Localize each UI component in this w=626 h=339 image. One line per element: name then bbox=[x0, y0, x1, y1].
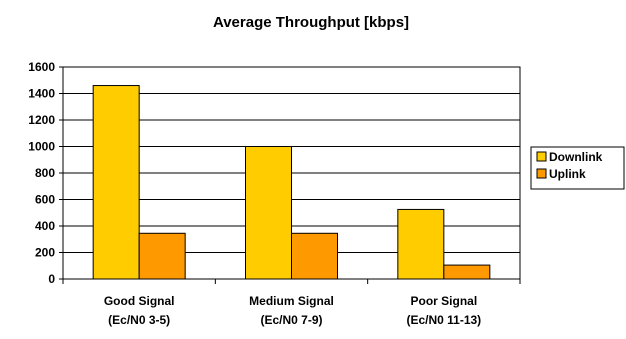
x-axis-categories: Good Signal (Ec/N0 3-5) Medium Signal (Ec/N… bbox=[104, 294, 481, 327]
y-axis-ticks: 0 200 400 600 800 1000 1200 1400 1600 bbox=[28, 60, 63, 286]
legend-label-downlink: Downlink bbox=[549, 150, 603, 164]
y-tick-label: 200 bbox=[35, 246, 55, 260]
legend: Downlink Uplink bbox=[530, 146, 625, 190]
y-tick-label: 600 bbox=[35, 193, 55, 207]
bar-uplink bbox=[443, 264, 491, 280]
y-tick-label: 800 bbox=[35, 166, 55, 180]
y-tick-label: 0 bbox=[48, 272, 55, 286]
legend-label-uplink: Uplink bbox=[549, 167, 586, 181]
y-tick-label: 1000 bbox=[28, 140, 55, 154]
axes bbox=[62, 66, 521, 284]
chart-title: Average Throughput [kbps] bbox=[213, 14, 409, 31]
plot-border bbox=[62, 66, 521, 280]
bar-downlink bbox=[397, 208, 445, 280]
y-tick-label: 400 bbox=[35, 219, 55, 233]
y-tick-label: 1600 bbox=[28, 60, 55, 74]
legend-swatch-uplink bbox=[536, 168, 547, 179]
bar-uplink bbox=[291, 232, 338, 280]
y-tick-label: 1200 bbox=[28, 113, 55, 127]
legend-box bbox=[530, 146, 625, 190]
legend-swatch-downlink bbox=[536, 151, 547, 162]
x-category-label: Good Signal bbox=[104, 294, 175, 308]
bar-downlink bbox=[245, 146, 292, 280]
bar-uplink bbox=[138, 232, 186, 280]
x-category-label: Medium Signal bbox=[249, 294, 334, 308]
x-category-label: (Ec/N0 11-13) bbox=[406, 313, 481, 327]
x-category-label: Poor Signal bbox=[410, 294, 477, 308]
x-category-label: (Ec/N0 3-5) bbox=[108, 313, 170, 327]
bar-downlink bbox=[92, 85, 140, 280]
x-category-label: (Ec/N0 7-9) bbox=[260, 313, 322, 327]
bars bbox=[92, 85, 491, 280]
y-tick-label: 1400 bbox=[28, 87, 55, 101]
